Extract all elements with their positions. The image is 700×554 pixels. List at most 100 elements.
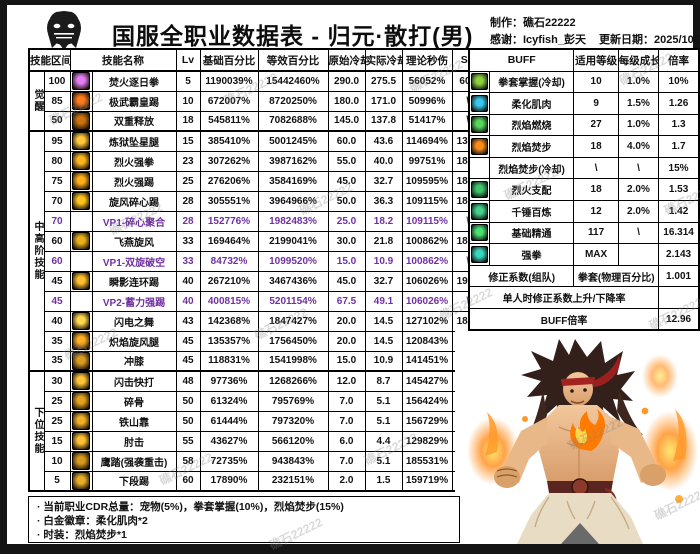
buff-row: 拳套掌握(冷却) 10 1.0% 10% xyxy=(468,70,700,94)
flame-step-icon xyxy=(470,138,488,156)
skill-icon-cell xyxy=(69,450,93,472)
skill-range: 15 xyxy=(43,430,71,452)
skill-equiv-pct: 797320% xyxy=(257,410,329,432)
skill-dps: 141451% xyxy=(401,350,453,372)
skill-range: 10 xyxy=(43,450,71,472)
skill-base-pct: 307262% xyxy=(199,150,259,172)
skill-row: 40闪电之舞43142368%1847427%20.014.5127102%18… xyxy=(29,310,485,332)
skill-name: 烈火强拳 xyxy=(91,150,177,172)
skill-cd-actual: 171.0 xyxy=(364,90,403,112)
skill-dps: 106026% xyxy=(401,290,453,312)
buff-name: 烈焰焚步 xyxy=(488,135,575,158)
skill-base-pct: 545811% xyxy=(199,110,259,132)
skill-icon-cell xyxy=(69,390,93,412)
skill-base-pct: 72735% xyxy=(199,450,259,472)
skill-row: 60飞燕旋风33169464%2199041%30.021.8100862%18… xyxy=(29,230,485,252)
skill-dps: 109115% xyxy=(401,190,453,212)
buff-icon-cell xyxy=(468,135,490,158)
buff-table: BUFF 适用等级 每级成长 倍率 拳套掌握(冷却) 10 1.0% 10% 柔化肌肉 9… xyxy=(468,48,700,332)
skill-name: 双重释放 xyxy=(91,110,177,132)
buff-rate: 15% xyxy=(658,156,700,180)
skill-cd: 55.0 xyxy=(327,150,366,172)
skill-icon-cell xyxy=(69,370,93,392)
note-cdr: · 当前职业CDR总量：宠物(5%)，拳套掌握(10%)，烈焰焚步(15%) xyxy=(37,501,344,513)
skill-name: 焚火逐日拳 xyxy=(91,70,177,92)
buff-footer-rate: 1.001 xyxy=(658,264,700,288)
skill-range: 40 xyxy=(43,310,71,332)
skill-cd: 7.0 xyxy=(327,390,366,412)
buff-icon-cell xyxy=(468,178,490,202)
skill-equiv-pct: 3467436% xyxy=(257,270,329,292)
skill-name: 烈火强踢 xyxy=(91,170,177,192)
buff-growth: 1.0% xyxy=(617,113,660,137)
skill-name: 炽焰旋风腿 xyxy=(91,330,177,352)
buff-level: 117 xyxy=(573,221,619,245)
skill-lv: 40 xyxy=(175,290,201,312)
skill-equiv-pct: 795769% xyxy=(257,390,329,412)
skill-dps: 109595% xyxy=(401,170,453,192)
skill-row: 35炽焰旋风腿45135357%1756450%20.014.5120843%1… xyxy=(29,330,485,352)
skill-cd-actual: 18.2 xyxy=(364,210,403,232)
skill-icon-cell xyxy=(69,210,93,232)
buff-growth xyxy=(617,243,660,266)
skill-row: 觉醒 100 焚火逐日拳 5 1190039% 15442460% 290.0 275.5 56… xyxy=(28,70,485,132)
skill-cd: 30.0 xyxy=(327,230,366,252)
skill-cd-actual: 5.1 xyxy=(364,410,403,432)
skill-name: 鹰踏(强袭重击) xyxy=(91,450,177,472)
skill-lv: 33 xyxy=(175,250,201,272)
skill-range: 60 xyxy=(43,230,71,252)
skill-cd: 7.0 xyxy=(327,410,366,432)
skill-icon xyxy=(72,332,90,350)
buff-col-header: BUFF xyxy=(468,48,575,72)
skill-icon xyxy=(72,272,90,290)
buff-footer-rate: 12.96 xyxy=(658,308,700,331)
skill-base-pct: 43627% xyxy=(199,430,259,452)
skill-icon xyxy=(72,432,90,450)
update-date: 更新日期：2025/10/30 xyxy=(599,34,700,46)
buff-name: 拳套掌握(冷却) xyxy=(488,70,575,94)
col-header-range: 技能区间 xyxy=(28,48,71,72)
skill-range: 75 xyxy=(43,170,71,192)
skill-base-pct: 84732% xyxy=(199,250,259,272)
skill-range: 85 xyxy=(43,90,71,112)
col-header-base: 基础百分比 xyxy=(199,48,259,72)
skill-row: 80烈火强拳23307262%3987162%55.040.099751%189… xyxy=(29,150,485,172)
buff-footer-row: BUFF倍率 12.96 xyxy=(468,308,700,331)
skill-row: 70 VP1-碎心聚合 28 152776% 1982483% 25.0 18.2 10911… xyxy=(29,210,485,232)
skill-base-pct: 61444% xyxy=(199,410,259,432)
skill-cd: 7.0 xyxy=(327,450,366,472)
skill-name: 极武霸皇踢 xyxy=(91,90,177,112)
skill-table: 技能区间 技能名称 Lv 基础百分比 等效百分比 原始冷却 实际冷却 理论秒伤 … xyxy=(28,48,485,492)
skill-icon-cell xyxy=(69,190,93,212)
skill-icon xyxy=(72,73,90,90)
skill-name: VP2-蓄力强踢 xyxy=(91,290,177,312)
skill-range: 60 xyxy=(43,250,71,272)
buff-name: 烈焰焚步(冷却) xyxy=(488,156,575,180)
skill-range: 25 xyxy=(43,410,71,432)
skill-lv: 25 xyxy=(175,170,201,192)
skill-equiv-pct: 2199041% xyxy=(257,230,329,252)
skill-name: 旋风碎心踢 xyxy=(91,190,177,212)
skill-group-label: 觉醒 xyxy=(28,70,45,132)
skill-cd-actual: 1.5 xyxy=(364,470,403,492)
skill-dps: 129829% xyxy=(401,430,453,452)
skill-dps: 145427% xyxy=(401,370,453,392)
col-header-lv: Lv xyxy=(175,48,201,72)
skill-name: VP1-碎心聚合 xyxy=(91,210,177,232)
skill-range: 100 xyxy=(43,70,71,92)
buff-col-growth: 每级成长 xyxy=(617,48,660,72)
buff-row: 强拳 MAX 2.143 xyxy=(468,243,700,266)
skill-dps: 100862% xyxy=(401,250,453,272)
skill-base-pct: 152776% xyxy=(199,210,259,232)
skill-cd: 25.0 xyxy=(327,210,366,232)
skill-row: 85 极武霸皇踢 10 672007% 8720250% 180.0 171.0 50996%… xyxy=(29,90,485,112)
buff-name: 柔化肌肉 xyxy=(488,92,575,115)
skill-range: 45 xyxy=(43,290,71,312)
buff-level: \ xyxy=(573,156,619,180)
buff-footer-label: 修正系数(组队) xyxy=(468,264,575,288)
col-header-cd-actual: 实际冷却 xyxy=(364,48,403,72)
basic-mastery-icon xyxy=(470,224,488,242)
buff-icon-cell xyxy=(468,92,490,115)
